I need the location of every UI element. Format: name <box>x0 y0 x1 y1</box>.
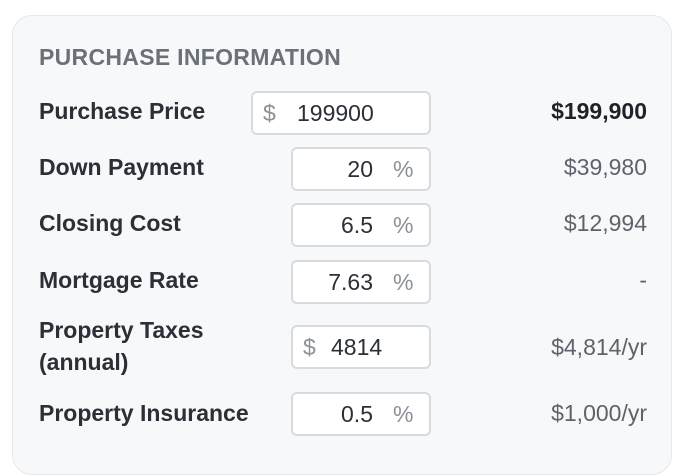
property-taxes-label-line1: Property Taxes <box>39 317 204 343</box>
percent-suffix: % <box>393 268 414 295</box>
property-taxes-label: Property Taxes (annual) <box>39 314 203 378</box>
down-payment-field[interactable]: % <box>291 147 431 191</box>
closing-cost-label: Closing Cost <box>39 210 181 236</box>
purchase-price-input[interactable] <box>283 99 417 127</box>
property-insurance-label: Property Insurance <box>39 400 249 426</box>
purchase-price-label: Purchase Price <box>39 98 206 124</box>
closing-cost-input[interactable] <box>293 211 373 239</box>
purchase-price-field[interactable]: $ <box>251 91 431 135</box>
mortgage-rate-value: - <box>639 267 647 293</box>
property-insurance-field[interactable]: % <box>291 392 431 436</box>
down-payment-label: Down Payment <box>39 154 204 180</box>
percent-suffix: % <box>393 211 414 238</box>
dollar-prefix: $ <box>263 99 276 126</box>
property-taxes-value: $4,814/yr <box>551 334 647 360</box>
property-insurance-value: $1,000/yr <box>551 400 647 426</box>
percent-suffix: % <box>393 155 414 182</box>
closing-cost-value: $12,994 <box>563 210 647 236</box>
down-payment-value: $39,980 <box>563 154 647 180</box>
property-taxes-label-line2: (annual) <box>39 349 129 375</box>
percent-suffix: % <box>393 400 414 427</box>
section-title: PURCHASE INFORMATION <box>39 44 342 70</box>
property-taxes-input[interactable] <box>323 333 411 361</box>
property-taxes-field[interactable]: $ <box>291 325 431 369</box>
purchase-information-card: PURCHASE INFORMATION Purchase Price $ $1… <box>12 15 672 475</box>
mortgage-rate-label: Mortgage Rate <box>39 267 199 293</box>
closing-cost-field[interactable]: % <box>291 203 431 247</box>
mortgage-rate-field[interactable]: % <box>291 260 431 304</box>
purchase-price-value: $199,900 <box>551 98 647 124</box>
down-payment-input[interactable] <box>293 155 373 183</box>
property-insurance-input[interactable] <box>293 400 373 428</box>
mortgage-rate-input[interactable] <box>293 268 373 296</box>
dollar-prefix: $ <box>303 333 316 360</box>
